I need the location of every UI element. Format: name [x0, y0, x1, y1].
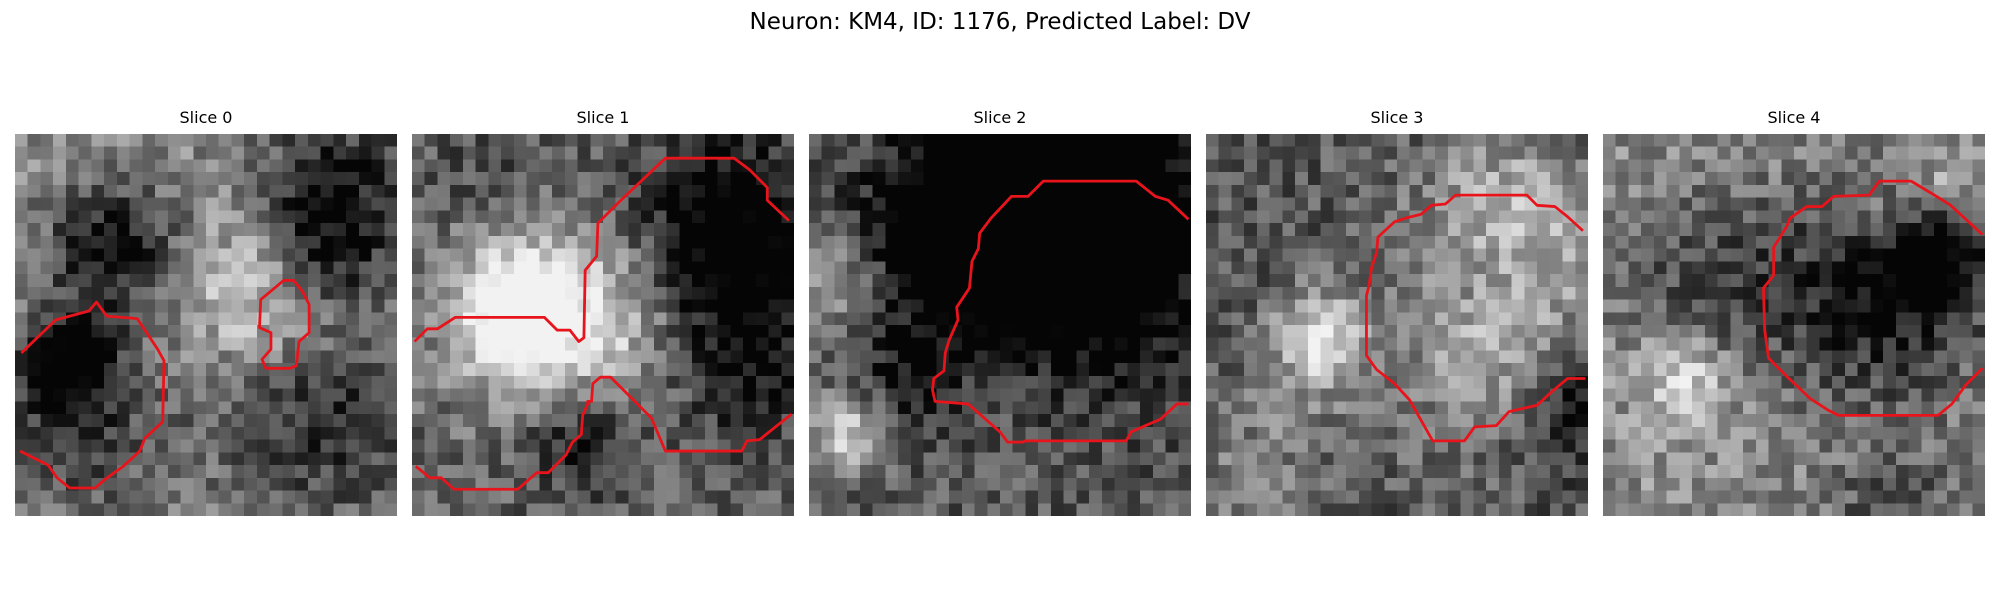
- contour-outline-3: [1365, 193, 1586, 443]
- slice-panel-0: Slice 0: [15, 108, 397, 516]
- slice-panel-2: Slice 2: [809, 108, 1191, 516]
- contour-outline-a: [19, 300, 166, 490]
- contour-outline-1: [413, 156, 790, 343]
- slice-image-1: [412, 134, 794, 516]
- slice-panel-3: Slice 3: [1206, 108, 1588, 516]
- slice-title-0: Slice 0: [179, 108, 233, 127]
- slice-panel-1: Slice 1: [412, 108, 794, 516]
- slice-title-3: Slice 3: [1370, 108, 1424, 127]
- contour-outline-4: [1762, 179, 1984, 417]
- slice-title-1: Slice 1: [576, 108, 630, 127]
- slice-title-4: Slice 4: [1767, 108, 1821, 127]
- contour-outline-b: [258, 279, 311, 370]
- slice-image-4: [1603, 134, 1985, 516]
- slice-panel-4: Slice 4: [1603, 108, 1985, 516]
- slice-image-0: [15, 134, 397, 516]
- figure-title: Neuron: KM4, ID: 1176, Predicted Label: …: [749, 9, 1251, 35]
- contour-outline-2: [931, 179, 1190, 444]
- slice-title-2: Slice 2: [973, 108, 1027, 127]
- contour-outline-1b: [414, 375, 793, 491]
- slice-image-2: [809, 134, 1191, 516]
- slice-image-3: [1206, 134, 1588, 516]
